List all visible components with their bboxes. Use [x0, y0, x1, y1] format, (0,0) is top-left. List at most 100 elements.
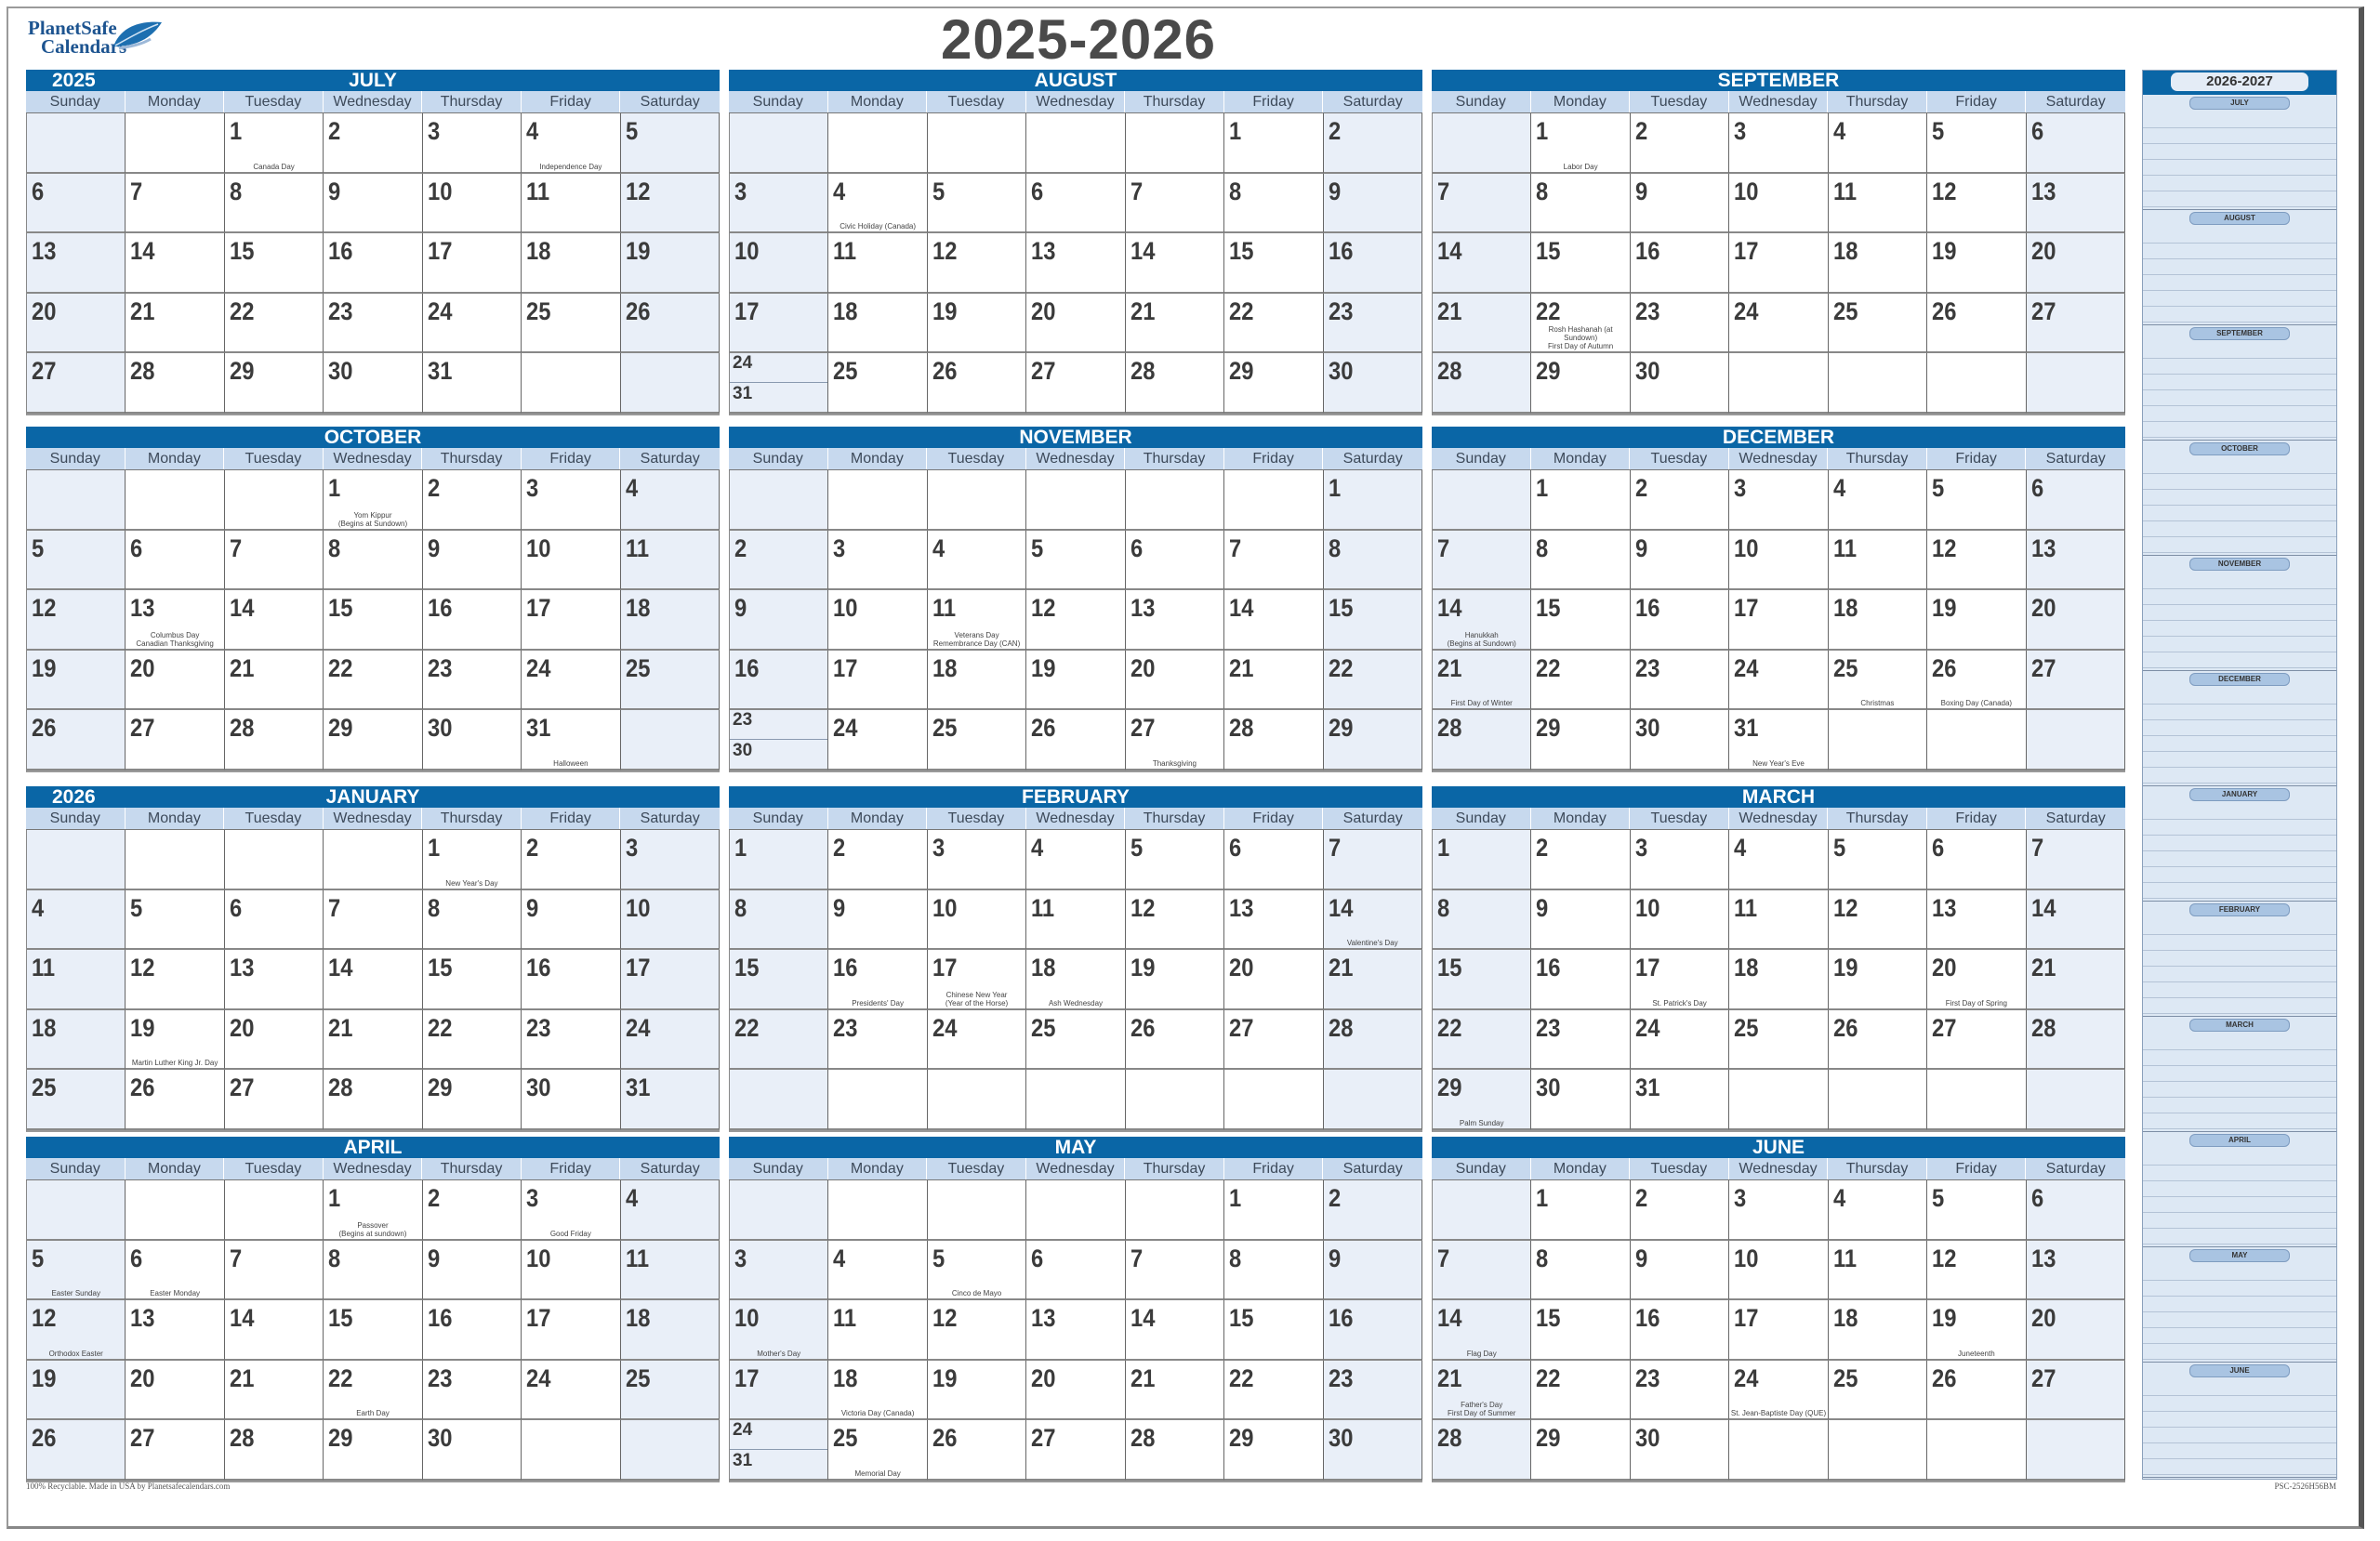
day-cell[interactable]: 1	[730, 830, 829, 890]
day-cell[interactable]: 7	[1433, 173, 1532, 234]
day-cell[interactable]: 15	[1323, 590, 1422, 651]
day-cell[interactable]	[1729, 1420, 1829, 1481]
day-cell[interactable]: 24 St. Jean-Baptiste Day (QUE)	[1729, 1360, 1829, 1421]
day-cell[interactable]: 16	[1630, 590, 1730, 651]
day-cell[interactable]	[126, 830, 225, 890]
day-cell[interactable]: 16	[730, 650, 829, 711]
day-cell[interactable]: 7	[1224, 530, 1324, 591]
day-cell[interactable]: 28	[126, 353, 225, 414]
day-cell[interactable]: 27	[2026, 1360, 2125, 1421]
day-cell[interactable]: 20	[1026, 293, 1126, 354]
day-cell[interactable]: 6	[2026, 1180, 2125, 1241]
day-cell[interactable]: 22	[224, 293, 324, 354]
day-cell[interactable]: 21	[126, 293, 225, 354]
day-cell[interactable]: 23	[422, 650, 522, 711]
day-cell[interactable]: 30	[522, 1070, 621, 1130]
day-cell[interactable]: 29	[1531, 1420, 1631, 1481]
day-cell[interactable]: 8	[1433, 889, 1532, 951]
day-cell[interactable]: 18	[1828, 1300, 1928, 1361]
day-cell[interactable]: 26	[927, 353, 1027, 414]
day-cell[interactable]: 6 Easter Monday	[126, 1240, 225, 1301]
day-cell[interactable]: 27	[126, 1420, 225, 1481]
day-cell[interactable]: 30	[1323, 353, 1422, 414]
day-cell[interactable]: 6	[1026, 173, 1126, 234]
day-cell[interactable]: 2	[1630, 470, 1730, 531]
day-cell[interactable]: 13	[1026, 1300, 1126, 1361]
day-cell[interactable]: 11	[1729, 889, 1829, 951]
day-cell[interactable]: 26	[1125, 1009, 1225, 1071]
day-cell[interactable]: 20	[1224, 950, 1324, 1010]
day-cell[interactable]: 30	[1531, 1070, 1631, 1130]
day-cell[interactable]: 12	[1125, 889, 1225, 951]
day-cell[interactable]: 25 Christmas	[1828, 650, 1928, 711]
day-cell[interactable]: 18	[27, 1009, 126, 1071]
day-cell[interactable]: 19	[620, 233, 720, 294]
day-cell[interactable]: 1	[1531, 1180, 1631, 1241]
day-cell[interactable]: 11	[522, 173, 621, 234]
day-cell[interactable]: 16	[522, 950, 621, 1010]
day-cell[interactable]: 21 Father's Day First Day of Summer	[1433, 1360, 1532, 1421]
day-cell[interactable]: 21	[1224, 650, 1324, 711]
day-cell[interactable]: 28	[1323, 1009, 1422, 1071]
day-cell[interactable]: 2	[730, 530, 829, 591]
day-cell[interactable]: 15	[422, 950, 522, 1010]
day-cell[interactable]: 3	[422, 113, 522, 174]
day-cell[interactable]: 31	[422, 353, 522, 414]
day-cell[interactable]: 3	[522, 470, 621, 531]
day-cell[interactable]: 23	[1531, 1009, 1631, 1071]
day-cell[interactable]: 18	[927, 650, 1027, 711]
day-cell[interactable]: 18	[1828, 233, 1928, 294]
day-cell[interactable]: 20	[126, 1360, 225, 1421]
day-cell[interactable]: 7	[224, 530, 324, 591]
day-cell[interactable]: 25	[1828, 1360, 1928, 1421]
day-cell[interactable]: 26 Boxing Day (Canada)	[1927, 650, 2027, 711]
day-cell[interactable]: 3	[1729, 113, 1829, 174]
day-cell[interactable]: 20	[2026, 233, 2125, 294]
day-cell[interactable]	[620, 1420, 720, 1481]
day-cell[interactable]: 16	[1531, 950, 1631, 1010]
day-cell[interactable]: 25	[927, 710, 1027, 770]
day-cell[interactable]: 12	[927, 233, 1027, 294]
day-cell[interactable]: 16	[1630, 233, 1730, 294]
day-cell[interactable]: 23	[1630, 1360, 1730, 1421]
day-cell[interactable]: 23	[1323, 293, 1422, 354]
day-cell[interactable]: 7	[1125, 1240, 1225, 1301]
day-cell[interactable]	[927, 1070, 1027, 1130]
day-cell[interactable]: 18 Ash Wednesday	[1026, 950, 1126, 1010]
day-cell[interactable]: 21	[2026, 950, 2125, 1010]
day-cell[interactable]: 5 Easter Sunday	[27, 1240, 126, 1301]
day-cell[interactable]: 22 Rosh Hashanah (at Sundown) First Day o…	[1531, 293, 1631, 354]
day-cell[interactable]	[126, 113, 225, 174]
day-cell[interactable]: 2	[422, 470, 522, 531]
day-cell[interactable]: 19	[1125, 950, 1225, 1010]
day-cell[interactable]: 23 30	[730, 710, 829, 770]
day-cell[interactable]: 21	[1125, 293, 1225, 354]
day-cell[interactable]: 6	[1026, 1240, 1126, 1301]
day-cell[interactable]	[1224, 1070, 1324, 1130]
day-cell[interactable]: 20	[27, 293, 126, 354]
day-cell[interactable]: 2	[1323, 1180, 1422, 1241]
day-cell[interactable]: 8	[1531, 173, 1631, 234]
day-cell[interactable]: 25	[27, 1070, 126, 1130]
day-cell[interactable]: 22 Earth Day	[324, 1360, 423, 1421]
day-cell[interactable]: 23	[828, 1009, 928, 1071]
day-cell[interactable]: 29	[1531, 710, 1631, 770]
day-cell[interactable]: 30	[1630, 710, 1730, 770]
day-cell[interactable]: 19	[27, 650, 126, 711]
day-cell[interactable]: 19 Martin Luther King Jr. Day	[126, 1009, 225, 1071]
day-cell[interactable]: 23	[1630, 650, 1730, 711]
day-cell[interactable]	[522, 1420, 621, 1481]
day-cell[interactable]	[730, 1180, 829, 1241]
day-cell[interactable]	[126, 470, 225, 531]
day-cell[interactable]: 16	[422, 590, 522, 651]
day-cell[interactable]	[730, 113, 829, 174]
day-cell[interactable]: 14	[1125, 1300, 1225, 1361]
day-cell[interactable]: 28	[1224, 710, 1324, 770]
day-cell[interactable]: 19	[927, 293, 1027, 354]
day-cell[interactable]: 30	[422, 1420, 522, 1481]
day-cell[interactable]: 26	[927, 1420, 1027, 1481]
day-cell[interactable]: 31	[1630, 1070, 1730, 1130]
day-cell[interactable]: 13	[1927, 889, 2027, 951]
day-cell[interactable]: 12	[1026, 590, 1126, 651]
day-cell[interactable]: 22	[730, 1009, 829, 1071]
